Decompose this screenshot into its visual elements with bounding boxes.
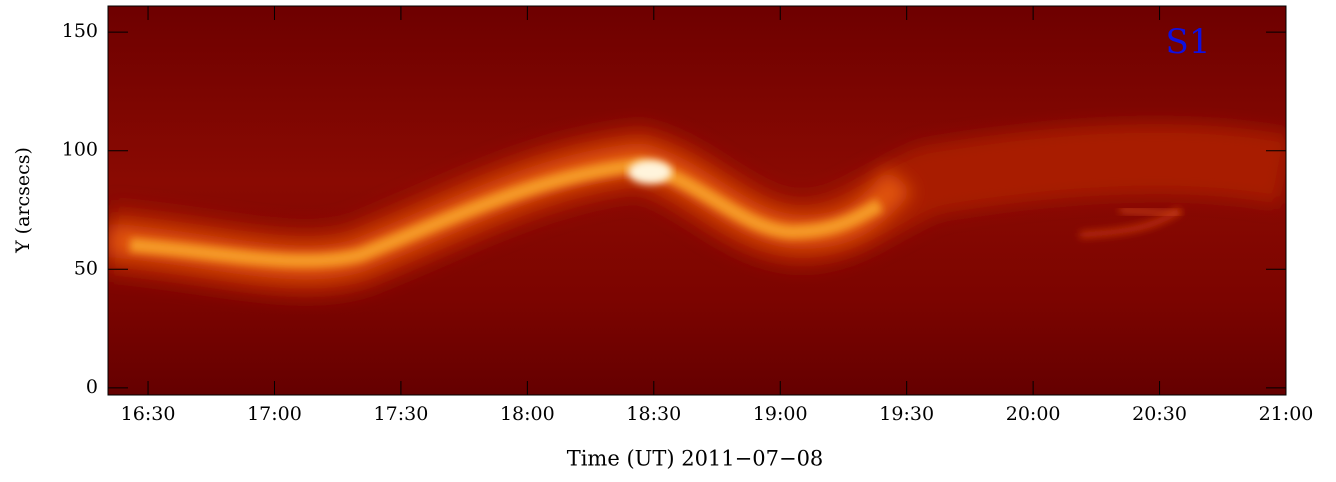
- x-tick-label: 18:00: [500, 403, 555, 425]
- plot-frame: [107, 5, 1287, 396]
- y-tick-label: 0: [86, 376, 98, 398]
- x-axis-label: Time (UT) 2011−07−08: [567, 447, 824, 471]
- y-axis-label: Y (arcsecs): [12, 147, 34, 254]
- chart-title: S1: [1166, 22, 1211, 62]
- x-tick-label: 19:30: [879, 403, 934, 425]
- x-tick-label: 21:00: [1259, 403, 1314, 425]
- x-tick-label: 20:00: [1006, 403, 1061, 425]
- x-tick-label: 18:30: [626, 403, 681, 425]
- x-tick-label: 19:00: [753, 403, 808, 425]
- intensity-image: [108, 6, 1286, 395]
- x-tick-label: 17:00: [247, 403, 302, 425]
- x-tick-label: 17:30: [374, 403, 429, 425]
- y-tick-label: 50: [74, 257, 98, 279]
- x-tick-label: 20:30: [1132, 403, 1187, 425]
- y-tick-label: 150: [62, 20, 98, 42]
- x-tick-label: 16:30: [121, 403, 176, 425]
- y-tick-label: 100: [62, 139, 98, 161]
